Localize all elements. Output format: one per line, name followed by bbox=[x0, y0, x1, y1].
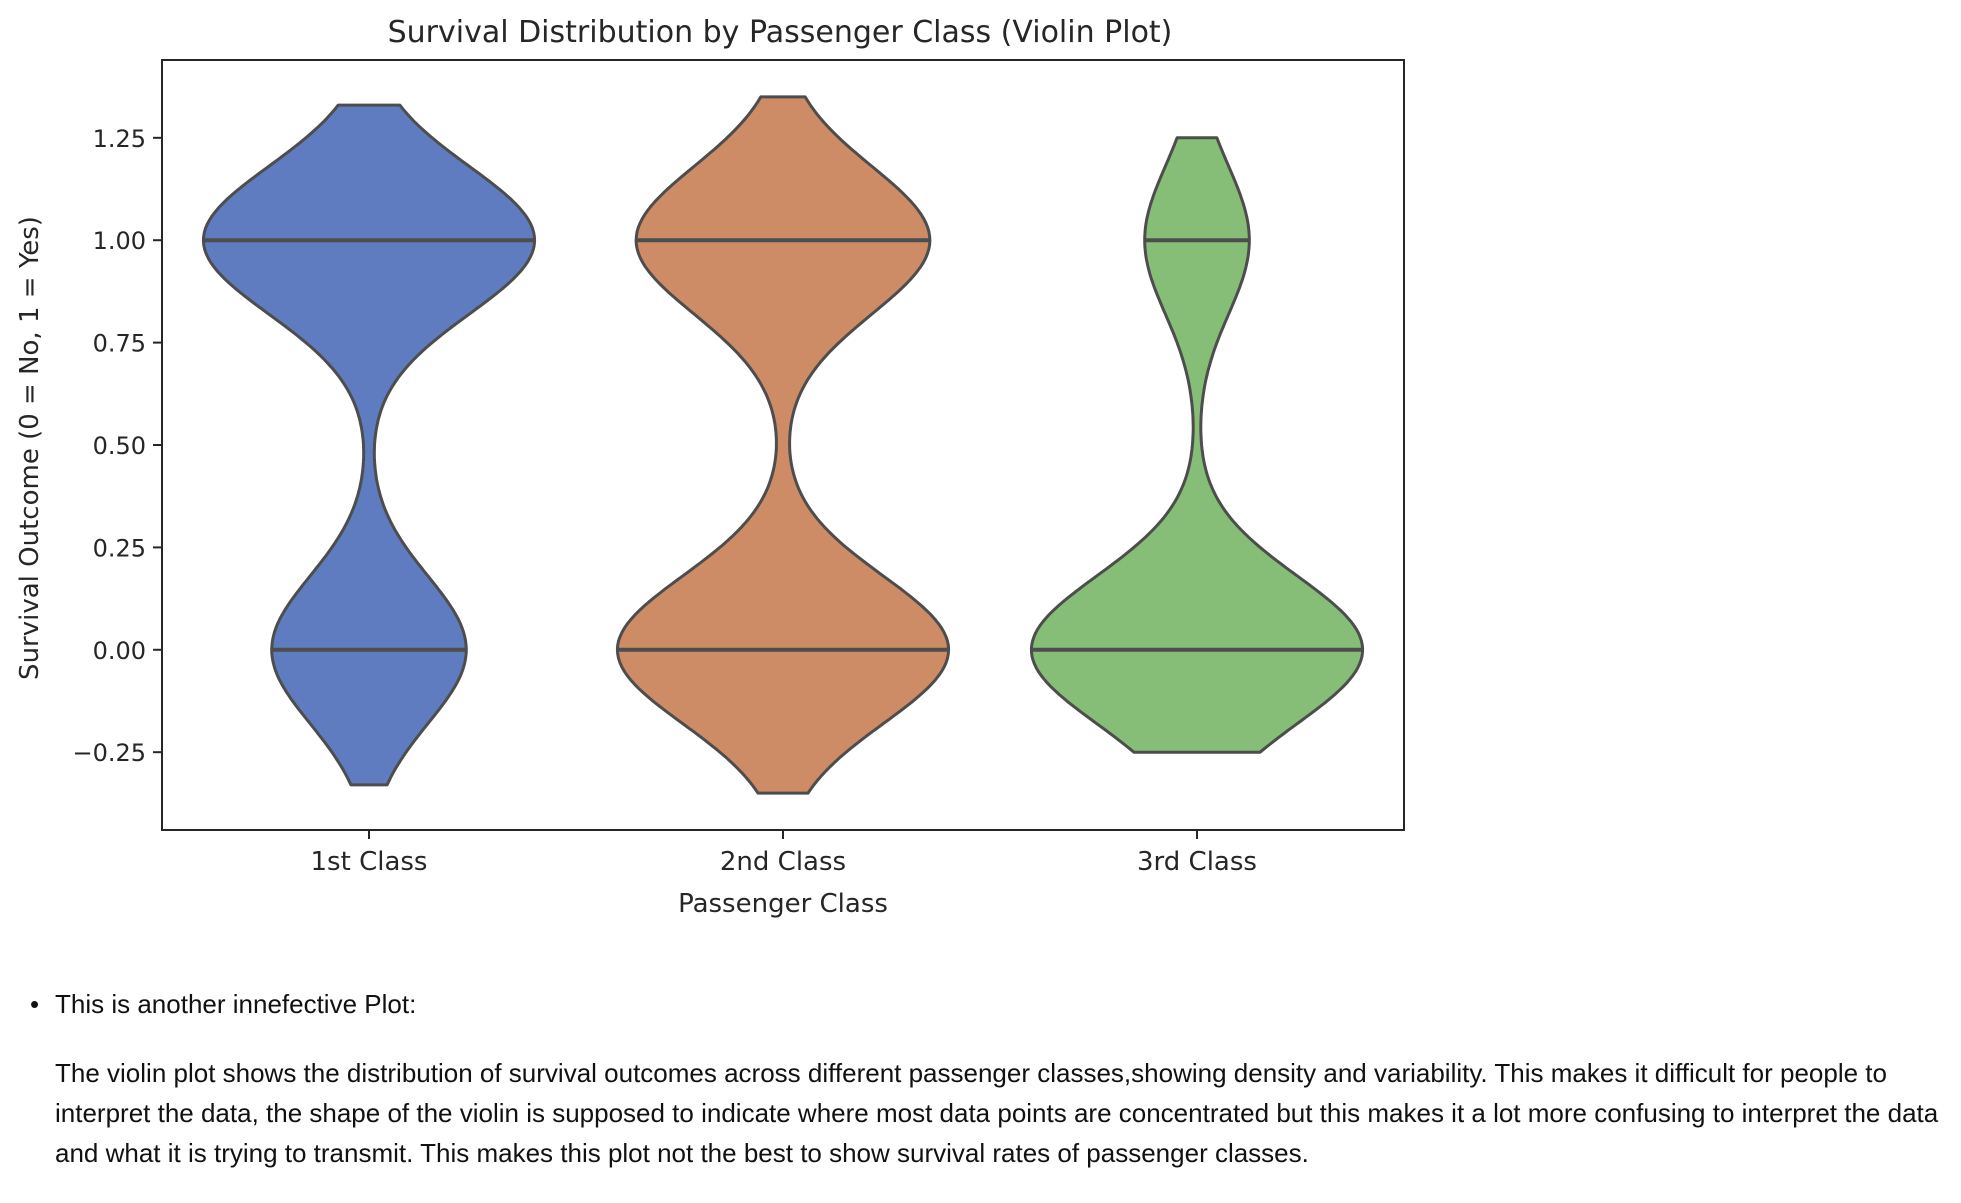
violin-chart: Survival Distribution by Passenger Class… bbox=[15, 15, 1405, 919]
violin-body bbox=[1029, 136, 1365, 754]
chart-title: Survival Distribution by Passenger Class… bbox=[388, 15, 1173, 50]
x-tick-label: 1st Class bbox=[311, 847, 428, 877]
y-tick-label: −0.25 bbox=[72, 739, 146, 767]
y-tick-label: 0.75 bbox=[93, 330, 146, 358]
violin-body bbox=[615, 95, 951, 795]
bullet-item: • This is another innefective Plot: bbox=[30, 985, 1950, 1023]
violins-group bbox=[201, 95, 1365, 795]
bullet-dot: • bbox=[30, 989, 40, 1019]
x-tick-label: 2nd Class bbox=[720, 847, 846, 877]
y-tick-label: 0.25 bbox=[93, 534, 146, 562]
y-tick-label: 1.00 bbox=[93, 227, 146, 255]
notes-paragraph: The violin plot shows the distribution o… bbox=[55, 1058, 1939, 1168]
x-axis: 1st Class 2nd Class 3rd Class bbox=[311, 830, 1257, 877]
x-tick-label: 3rd Class bbox=[1137, 847, 1257, 877]
x-axis-label: Passenger Class bbox=[678, 889, 888, 919]
y-tick-label: 1.25 bbox=[93, 125, 146, 153]
y-axis-label: Survival Outcome (0 = No, 1 = Yes) bbox=[15, 216, 45, 680]
y-axis: −0.25 0.00 0.25 0.50 0.75 1.00 1.25 bbox=[72, 125, 162, 767]
y-tick-label: 0.50 bbox=[93, 432, 146, 460]
bullet-text: This is another innefective Plot: bbox=[55, 989, 417, 1019]
notes-section: • This is another innefective Plot: The … bbox=[30, 985, 1950, 1173]
violin-body bbox=[201, 103, 537, 787]
y-tick-label: 0.00 bbox=[93, 637, 146, 665]
